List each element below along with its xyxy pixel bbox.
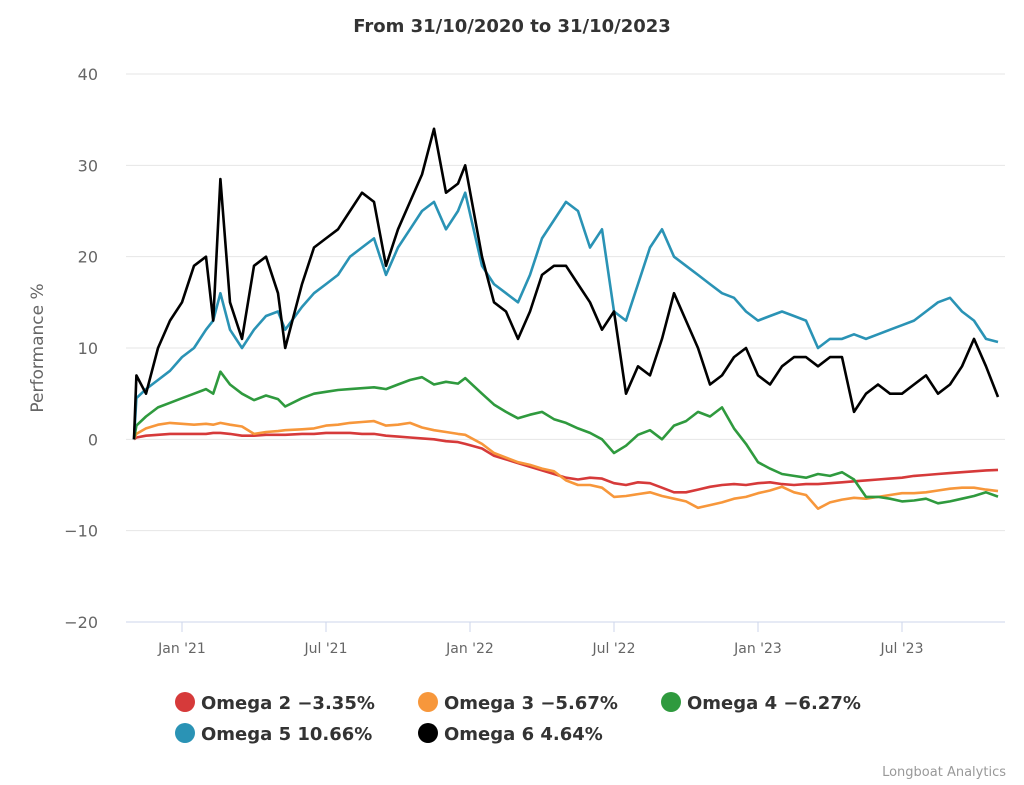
series-line-omega-5[interactable] xyxy=(132,191,999,440)
y-tick-label: 20 xyxy=(78,248,98,267)
x-axis: Jan '21 Jul '21 Jan '22 Jul '22 Jan '23 Jul '… xyxy=(126,621,1005,657)
legend-label: Omega 6 4.64% xyxy=(444,724,603,745)
legend-marker xyxy=(418,723,438,743)
legend-marker xyxy=(175,723,195,743)
chart-title: From 31/10/2020 to 31/10/2023 xyxy=(353,16,671,37)
legend-item-omega-3[interactable]: Omega 3 −5.67% xyxy=(418,692,618,714)
x-tick-label: Jul '21 xyxy=(303,641,347,657)
y-axis-label: Performance % xyxy=(28,283,48,412)
x-tick-label: Jan '21 xyxy=(157,641,206,657)
legend-item-omega-4[interactable]: Omega 4 −6.27% xyxy=(661,692,861,714)
credit-label[interactable]: Longboat Analytics xyxy=(882,765,1006,780)
x-tick-label: Jan '23 xyxy=(733,641,782,657)
y-tick-label: −10 xyxy=(64,522,98,541)
legend[interactable]: Omega 2 −3.35% Omega 3 −5.67% Omega 4 −6.2… xyxy=(175,692,861,745)
y-tick-label: 0 xyxy=(88,430,98,449)
legend-item-omega-2[interactable]: Omega 2 −3.35% xyxy=(175,692,375,714)
series-line-omega-3[interactable] xyxy=(132,419,999,511)
y-tick-label: 30 xyxy=(78,156,98,175)
series-lines xyxy=(132,127,1000,511)
y-tick-label: −20 xyxy=(64,613,98,632)
legend-item-omega-5[interactable]: Omega 5 10.66% xyxy=(175,723,372,745)
x-tick-label: Jul '22 xyxy=(591,641,635,657)
y-axis-ticks: 40 30 20 10 0 −10 −20 xyxy=(64,65,98,632)
legend-marker xyxy=(175,692,195,712)
series-line-omega-2[interactable] xyxy=(133,431,999,494)
y-tick-label: 10 xyxy=(78,339,98,358)
x-tick-label: Jan '22 xyxy=(445,641,494,657)
legend-marker xyxy=(661,692,681,712)
y-tick-label: 40 xyxy=(78,65,98,84)
legend-label: Omega 2 −3.35% xyxy=(201,693,375,714)
series-line-omega-4[interactable] xyxy=(132,370,999,505)
series-line-omega-6[interactable] xyxy=(132,127,1000,440)
legend-label: Omega 4 −6.27% xyxy=(687,693,861,714)
legend-marker xyxy=(418,692,438,712)
legend-label: Omega 5 10.66% xyxy=(201,724,372,745)
gridlines xyxy=(126,73,1005,623)
legend-label: Omega 3 −5.67% xyxy=(444,693,618,714)
x-tick-label: Jul '23 xyxy=(879,641,923,657)
legend-item-omega-6[interactable]: Omega 6 4.64% xyxy=(418,723,603,745)
